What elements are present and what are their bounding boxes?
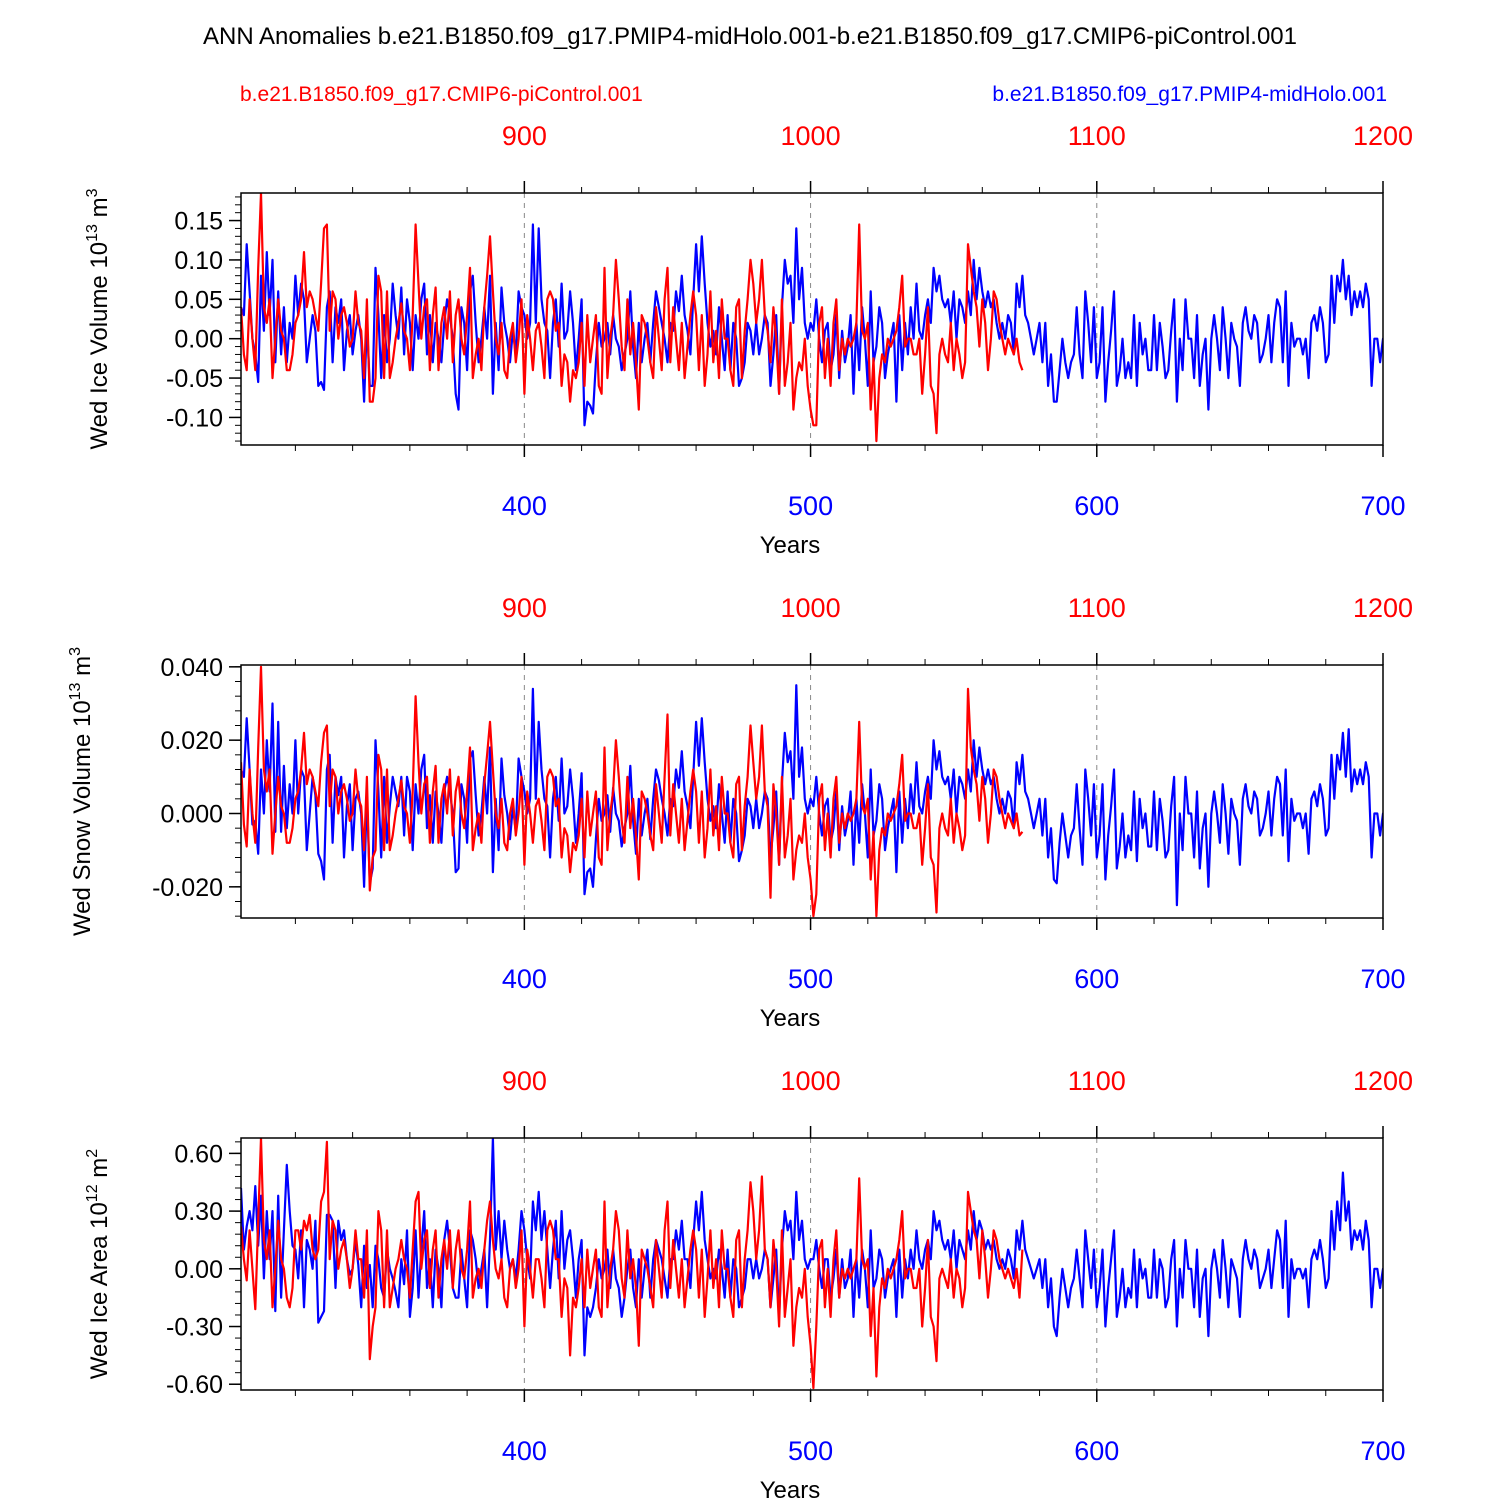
- x-bottom-tick-label: 700: [1360, 1436, 1405, 1466]
- x-bottom-tick-label: 600: [1074, 1436, 1119, 1466]
- x-top-tick-label: 1100: [1068, 593, 1126, 623]
- x-axis-title: Years: [760, 1477, 821, 1500]
- y-tick-label: 0.000: [160, 801, 223, 829]
- x-bottom-tick-label: 400: [502, 1436, 547, 1466]
- y-tick-label: 0.00: [174, 326, 223, 354]
- panel-2: 0.040 0.020 0.000 -0.020 400 500 600 700 900 1000…: [67, 593, 1413, 1032]
- y-tick-label: -0.05: [166, 365, 223, 393]
- y-tick-label: 0.30: [174, 1198, 223, 1226]
- x-top-tick-label: 1000: [781, 593, 841, 623]
- control-series-line-3: [241, 1138, 1024, 1390]
- x-top-tick-label: 1200: [1353, 1066, 1413, 1096]
- x-bottom-tick-label: 400: [502, 964, 547, 994]
- x-top-tick-label: 900: [502, 1066, 547, 1096]
- y-tick-label: -0.60: [166, 1371, 223, 1399]
- x-top-tick-label: 1100: [1068, 1066, 1126, 1096]
- y-tick-label: 0.10: [174, 247, 223, 275]
- y-tick-label: -0.020: [152, 874, 223, 902]
- x-top-tick-label: 1200: [1353, 121, 1413, 151]
- x-top-tick-label: 1000: [781, 1066, 841, 1096]
- x-top-tick-label: 1000: [781, 121, 841, 151]
- panel-3: 0.60 0.30 0.00 -0.30 -0.60 400 500 600 700 900 100…: [84, 1066, 1413, 1500]
- x-bottom-tick-label: 500: [788, 491, 833, 521]
- control-series-line-2: [241, 665, 1024, 918]
- panel-1: 0.15 0.10 0.05 0.00 -0.05 -0.10 400 500 600 700 90…: [84, 121, 1413, 559]
- x-bottom-tick-label: 600: [1074, 964, 1119, 994]
- x-top-tick-label: 1100: [1068, 121, 1126, 151]
- legend-holo-label: b.e21.B1850.f09_g17.PMIP4-midHolo.001: [992, 83, 1387, 106]
- y-tick-label: 0.05: [174, 286, 223, 314]
- figure-title: ANN Anomalies b.e21.B1850.f09_g17.PMIP4-…: [203, 23, 1297, 50]
- x-bottom-tick-label: 500: [788, 964, 833, 994]
- y-tick-label: -0.30: [166, 1314, 223, 1342]
- y-axis-title: Wed Ice Volume 1013 m3: [84, 188, 113, 449]
- x-axis-title: Years: [760, 532, 821, 559]
- y-tick-label: 0.15: [174, 208, 223, 236]
- x-bottom-tick-label: 700: [1360, 964, 1405, 994]
- x-top-tick-label: 900: [502, 593, 547, 623]
- plot-frame-1: [240, 192, 1384, 446]
- x-bottom-tick-label: 400: [502, 491, 547, 521]
- y-axis-title: Wed Snow Volume 1013 m3: [67, 647, 96, 936]
- x-top-tick-label: 900: [502, 121, 547, 151]
- plot-frame-2: [240, 664, 1384, 919]
- x-axis-title: Years: [760, 1005, 821, 1032]
- legend-control-label: b.e21.B1850.f09_g17.CMIP6-piControl.001: [240, 83, 643, 106]
- y-tick-label: 0.020: [160, 727, 223, 755]
- y-tick-label: -0.10: [166, 404, 223, 432]
- plot-frame-3: [240, 1137, 1384, 1391]
- x-bottom-tick-label: 500: [788, 1436, 833, 1466]
- control-series-line-1: [241, 193, 1024, 443]
- y-tick-label: 0.00: [174, 1256, 223, 1284]
- x-top-tick-label: 1200: [1353, 593, 1413, 623]
- y-axis-title: Wed Ice Area 1012 m2: [84, 1149, 113, 1379]
- y-tick-label: 0.040: [160, 654, 223, 682]
- y-tick-label: 0.60: [174, 1140, 223, 1168]
- x-bottom-tick-label: 700: [1360, 491, 1405, 521]
- x-bottom-tick-label: 600: [1074, 491, 1119, 521]
